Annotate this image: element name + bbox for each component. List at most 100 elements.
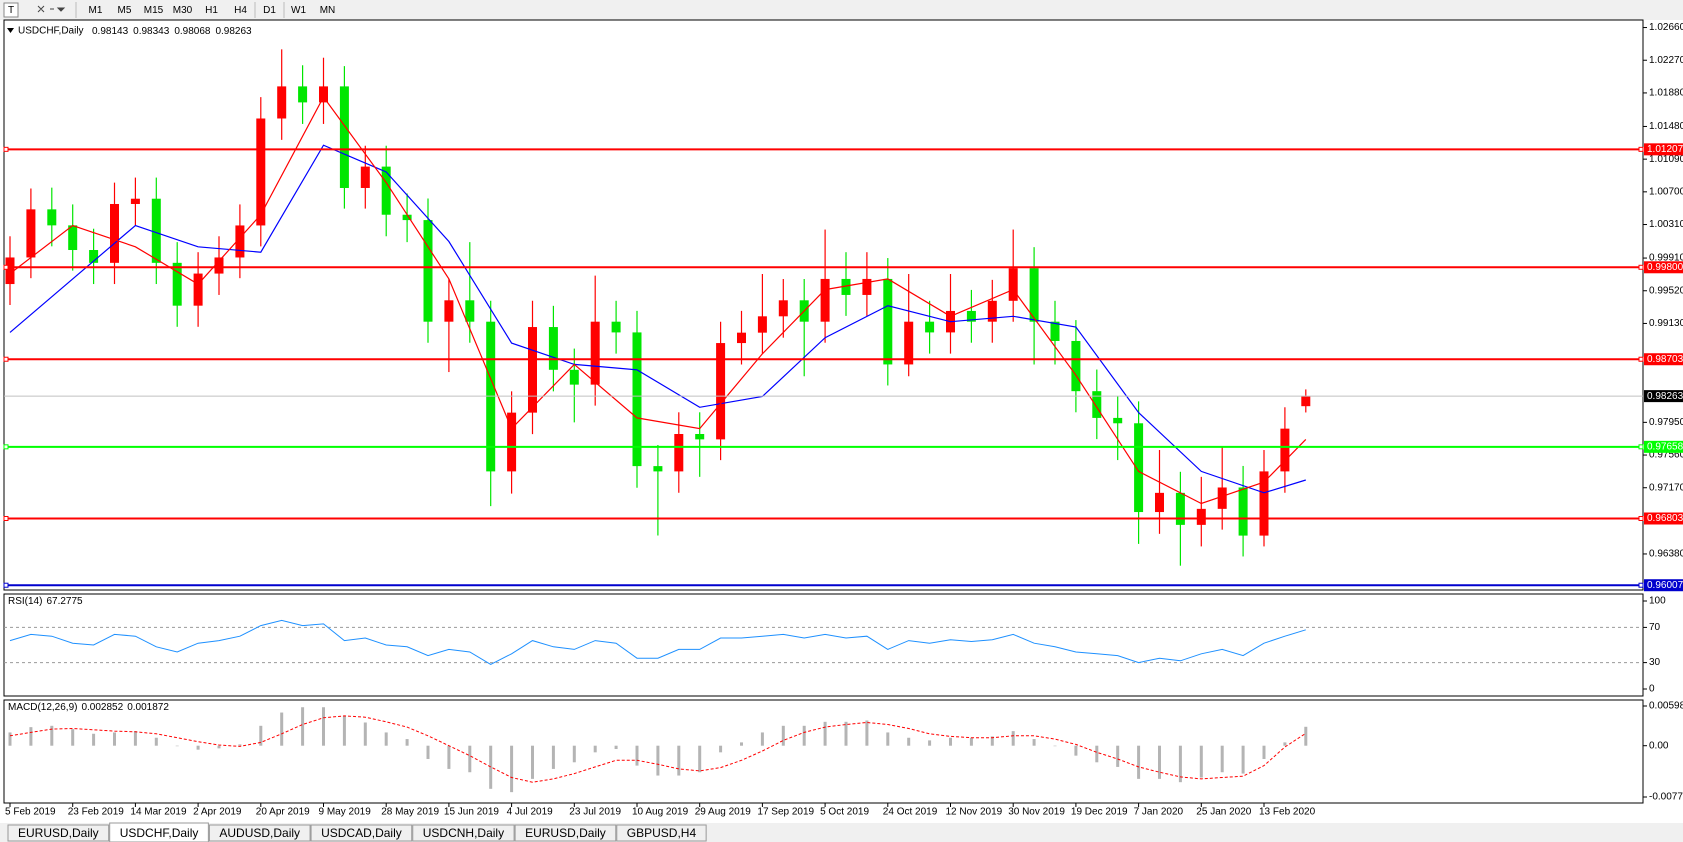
x-tick-label: 25 Jan 2020 [1196, 807, 1251, 818]
candle-body [716, 343, 726, 440]
x-tick-label: 23 Feb 2019 [68, 807, 125, 818]
tab[interactable] [109, 822, 209, 842]
quote-open: 0.98143 [92, 26, 129, 37]
level-handle[interactable] [1638, 356, 1644, 362]
macd-bar [489, 745, 493, 789]
timeframe-button[interactable] [227, 2, 254, 18]
timeframe-button[interactable] [82, 2, 109, 18]
y-tick-label: 0.99910 [1649, 253, 1683, 264]
candle-body [507, 412, 517, 472]
candle-body [339, 86, 349, 188]
macd-bar [71, 729, 75, 746]
candle-body [653, 466, 663, 472]
chart-menu-arrow[interactable] [7, 28, 14, 33]
level-handle[interactable] [1638, 146, 1644, 152]
macd-bar [635, 745, 639, 766]
macd-bar [154, 737, 158, 746]
indicator-name: RSI(14) [8, 596, 42, 607]
candle-body [590, 321, 600, 385]
macd-bar [740, 742, 743, 746]
tab[interactable] [7, 824, 110, 842]
indicator-value: 67.2775 [46, 596, 83, 607]
macd-bar [29, 727, 33, 746]
timeframe-button[interactable] [111, 2, 138, 18]
tab-label: USDCAD,Daily [321, 826, 402, 840]
macd-bar [802, 725, 806, 746]
candle-body [110, 203, 119, 263]
macd-bar [865, 720, 869, 746]
x-tick-label: 29 Aug 2019 [695, 807, 752, 818]
candle-body [381, 166, 391, 215]
y-tick-label: 0.99520 [1649, 285, 1683, 296]
macd-bar [1095, 745, 1099, 763]
timeframe-button[interactable] [256, 2, 283, 18]
level-handle[interactable] [1638, 582, 1644, 588]
candle-body [214, 257, 224, 274]
level-label: 0.99800 [1647, 262, 1683, 273]
y-tick-label: 0.97950 [1649, 417, 1683, 428]
macd-bar [1158, 745, 1161, 779]
x-tick-label: 13 Feb 2020 [1259, 807, 1316, 818]
timeframe-label: W1 [291, 5, 306, 16]
x-tick-label: 14 Mar 2019 [130, 807, 187, 818]
candle-body [89, 250, 99, 263]
candle-body [235, 225, 245, 258]
macd-bar [949, 737, 952, 746]
x-tick-label: 7 Jan 2020 [1134, 807, 1184, 818]
level-handle[interactable] [3, 264, 9, 270]
macd-bar [1011, 731, 1015, 746]
level-handle[interactable] [1638, 264, 1644, 270]
candle-body [528, 327, 537, 413]
candle-body [465, 300, 475, 322]
level-handle[interactable] [1638, 515, 1644, 521]
candle-body [1301, 396, 1311, 407]
candle-body [68, 225, 78, 251]
candle-body [423, 220, 433, 322]
tab[interactable] [616, 824, 707, 842]
timeframe-button[interactable] [140, 2, 167, 18]
macd-bar [322, 707, 325, 746]
tab-label: EURUSD,Daily [525, 826, 606, 840]
macd-bar [719, 745, 723, 753]
tab[interactable] [412, 824, 515, 842]
candle-body [256, 118, 266, 226]
timeframe-button[interactable] [198, 2, 225, 18]
level-handle[interactable] [1638, 444, 1644, 450]
tab[interactable] [514, 824, 617, 842]
macd-bar [1304, 726, 1308, 746]
tab[interactable] [208, 824, 311, 842]
macd-bar [238, 744, 242, 746]
level-handle[interactable] [3, 582, 9, 588]
timeframe-button[interactable] [314, 2, 341, 18]
level-handle[interactable] [3, 146, 9, 152]
x-tick-label: 4 Jul 2019 [507, 807, 554, 818]
text-tool-icon[interactable] [3, 2, 19, 18]
macd-bar [698, 745, 702, 773]
tab[interactable] [310, 824, 413, 842]
tab-label: GBPUSD,H4 [627, 826, 697, 840]
level-handle[interactable] [3, 515, 9, 521]
level-handle[interactable] [3, 356, 9, 362]
timeframe-button[interactable] [285, 2, 312, 18]
y-tick-label: -0.007733 [1649, 792, 1683, 803]
macd-bar [92, 733, 96, 746]
toolbar [0, 0, 1683, 20]
candle-body [1175, 492, 1185, 525]
candle-body [1113, 417, 1123, 424]
macd-bar [1074, 745, 1078, 756]
macd-bar [1178, 745, 1182, 783]
timeframe-button[interactable] [169, 2, 196, 18]
moving-average [9, 95, 1307, 505]
macd-bar [1137, 745, 1141, 779]
candle-body [883, 278, 893, 365]
level-label: 0.97658 [1647, 441, 1683, 452]
candle-body [277, 86, 287, 119]
x-tick-label: 30 Nov 2019 [1008, 807, 1065, 818]
tools-icon[interactable] [37, 5, 66, 13]
level-handle[interactable] [3, 444, 9, 450]
candle-body [193, 273, 203, 306]
macd-bar [886, 732, 890, 746]
macd-bar [760, 732, 764, 746]
macd-bar [384, 732, 388, 746]
